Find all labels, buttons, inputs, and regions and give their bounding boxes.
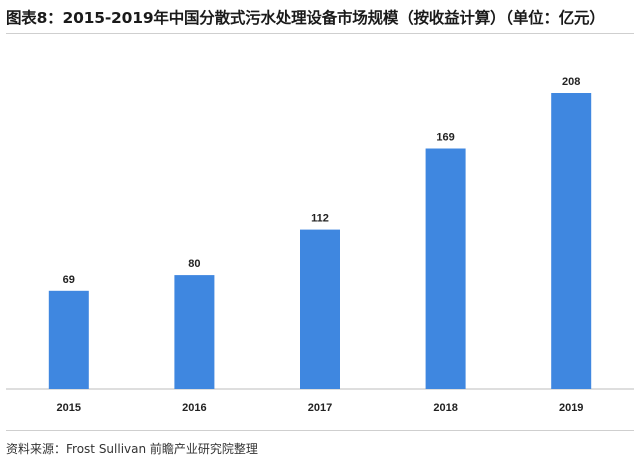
bar-value-label-2015: 69 [63,274,75,286]
footer-divider [6,430,634,431]
bar-value-label-2017: 112 [311,213,329,225]
bar-2017 [300,229,340,389]
source-note: 资料来源：Frost Sullivan 前瞻产业研究院整理 [6,442,258,456]
bar-value-label-2019: 208 [562,76,580,88]
bar-chart: 69 2015 80 2016 112 2017 169 2018 208 2019 [6,76,634,414]
x-tick-label-2015: 2015 [57,402,81,414]
bar-value-label-2018: 169 [436,132,454,144]
x-tick-label-2019: 2019 [559,402,583,414]
bar-2016 [174,275,215,389]
x-tick-label-2017: 2017 [308,402,332,414]
x-tick-label-2018: 2018 [433,402,457,414]
bar-value-label-2016: 80 [188,258,200,270]
title-divider [6,33,634,34]
chart-title: 图表8：2015-2019年中国分散式污水处理设备市场规模（按收益计算）（单位：… [6,9,605,27]
bar-2019 [551,93,592,389]
bar-2015 [48,290,89,389]
x-tick-label-2016: 2016 [182,402,206,414]
bar-2018 [425,148,466,389]
